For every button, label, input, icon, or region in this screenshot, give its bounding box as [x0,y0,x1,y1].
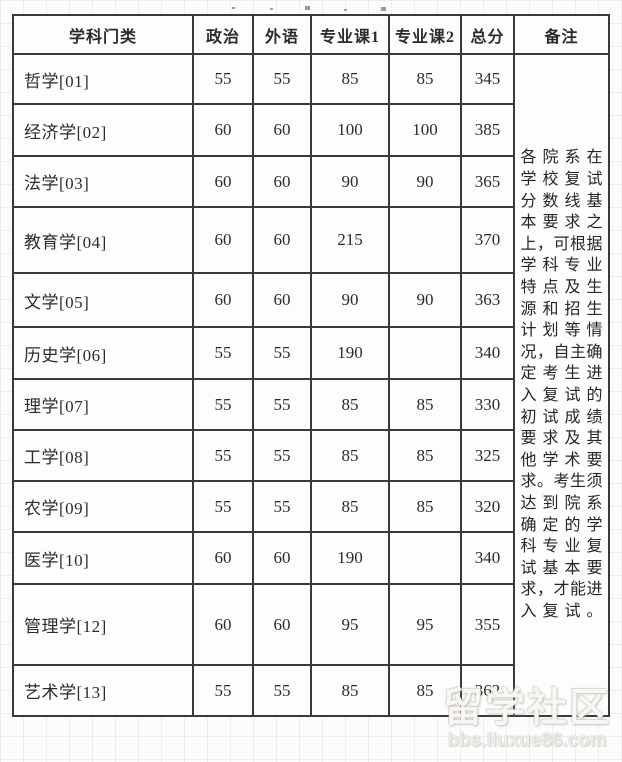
course1-cell: 85 [310,480,390,533]
table-body: 哲学[01] 55 55 85 85 345 各院系在 学校复试 分数线基 本要求之 上，可… [12,53,610,717]
table-row: 艺术学[13] 55 55 85 85 362 [12,664,609,717]
table-row: 教育学[04] 60 60 215 370 [12,206,609,274]
foreign-language-cell: 60 [252,206,312,274]
table-row: 工学[08] 55 55 85 85 325 [12,429,609,482]
col-header-remark: 备注 [513,14,610,55]
course1-cell: 90 [310,272,390,328]
total-cell: 365 [460,155,515,208]
course2-cell: 85 [388,429,462,482]
politics-cell: 60 [192,155,254,208]
course1-cell: 85 [310,53,390,105]
politics-cell: 60 [192,103,254,157]
course1-cell: 90 [310,155,390,208]
course2-cell: 90 [388,272,462,328]
col-header-course1: 专业课1 [310,14,390,55]
total-cell: 362 [460,664,515,717]
category-cell: 理学[07] [12,378,194,431]
category-cell: 工学[08] [12,429,194,482]
politics-cell: 60 [192,206,254,274]
scan-artifacts [232,7,235,9]
course2-cell [388,206,462,274]
course1-cell: 85 [310,378,390,431]
course2-cell [388,531,462,585]
total-cell: 325 [460,429,515,482]
col-header-category: 学科门类 [12,14,194,55]
table-row: 医学[10] 60 60 190 340 [12,531,609,585]
category-cell: 哲学[01] [12,53,194,105]
course2-cell: 85 [388,53,462,105]
category-cell: 历史学[06] [12,326,194,380]
politics-cell: 60 [192,531,254,585]
politics-cell: 60 [192,583,254,666]
course2-cell: 85 [388,664,462,717]
table-row: 法学[03] 60 60 90 90 365 [12,155,609,208]
table-row: 经济学[02] 60 60 100 100 385 [12,103,609,157]
table-row: 哲学[01] 55 55 85 85 345 各院系在 学校复试 分数线基 本要求之 上，可… [12,53,610,717]
header-row: 学科门类 政治 外语 专业课1 专业课2 总分 备注 [12,14,610,55]
course1-cell: 85 [310,664,390,717]
score-table: 学科门类 政治 外语 专业课1 专业课2 总分 备注 哲学[01] 55 55 85 8… [12,14,610,717]
politics-cell: 60 [192,272,254,328]
foreign-language-cell: 55 [252,664,312,717]
col-header-course2: 专业课2 [388,14,462,55]
category-cell: 文学[05] [12,272,194,328]
course1-cell: 100 [310,103,390,157]
category-cell: 农学[09] [12,480,194,533]
foreign-language-cell: 55 [252,480,312,533]
total-cell: 340 [460,531,515,585]
total-cell: 355 [460,583,515,666]
col-header-foreign-language: 外语 [252,14,312,55]
course1-cell: 190 [310,326,390,380]
politics-cell: 55 [192,664,254,717]
politics-cell: 55 [192,53,254,105]
course2-cell: 85 [388,480,462,533]
total-cell: 370 [460,206,515,274]
course2-cell: 95 [388,583,462,666]
total-cell: 320 [460,480,515,533]
foreign-language-cell: 55 [252,378,312,431]
foreign-language-cell: 55 [252,429,312,482]
remark-text: 各院系在 学校复试 分数线基 本要求之 上，可根据 学科专业 特点及生 源和招生… [520,149,603,620]
table-row: 理学[07] 55 55 85 85 330 [12,378,609,431]
watermark-url: bbs.liuxue86.com [447,730,607,751]
table-row: 管理学[12] 60 60 95 95 355 [12,583,609,666]
table-row: 历史学[06] 55 55 190 340 [12,326,609,380]
course1-cell: 215 [310,206,390,274]
course2-cell: 90 [388,155,462,208]
politics-cell: 55 [192,378,254,431]
total-cell: 345 [460,53,515,105]
course2-cell: 100 [388,103,462,157]
col-header-total: 总分 [460,14,515,55]
course1-cell: 95 [310,583,390,666]
category-cell: 教育学[04] [12,206,194,274]
course1-cell: 190 [310,531,390,585]
foreign-language-cell: 60 [252,583,312,666]
total-cell: 340 [460,326,515,380]
foreign-language-cell: 60 [252,531,312,585]
total-cell: 363 [460,272,515,328]
table-row: 文学[05] 60 60 90 90 363 [12,272,609,328]
foreign-language-cell: 60 [252,103,312,157]
foreign-language-cell: 55 [252,53,312,105]
politics-cell: 55 [192,429,254,482]
politics-cell: 55 [192,480,254,533]
total-cell: 330 [460,378,515,431]
col-header-politics: 政治 [192,14,254,55]
course2-cell: 85 [388,378,462,431]
category-cell: 法学[03] [12,155,194,208]
course1-cell: 85 [310,429,390,482]
total-cell: 385 [460,103,515,157]
remark-cell: 各院系在 学校复试 分数线基 本要求之 上，可根据 学科专业 特点及生 源和招生… [513,53,610,717]
politics-cell: 55 [192,326,254,380]
course2-cell [388,326,462,380]
category-cell: 管理学[12] [12,583,194,666]
foreign-language-cell: 55 [252,326,312,380]
category-cell: 艺术学[13] [12,664,194,717]
category-cell: 经济学[02] [12,103,194,157]
table-row: 农学[09] 55 55 85 85 320 [12,480,609,533]
foreign-language-cell: 60 [252,272,312,328]
category-cell: 医学[10] [12,531,194,585]
foreign-language-cell: 60 [252,155,312,208]
